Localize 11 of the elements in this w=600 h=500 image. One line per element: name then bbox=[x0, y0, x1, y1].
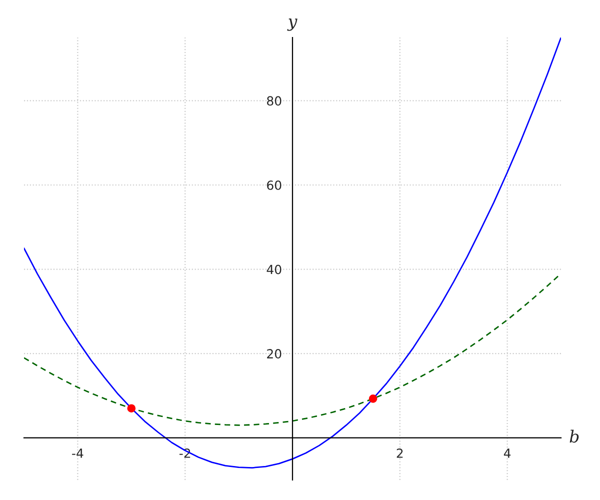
line-series bbox=[24, 38, 561, 468]
y-axis-title: y bbox=[287, 18, 298, 31]
x-tick-label: 2 bbox=[396, 448, 403, 458]
x-tick-label: -2 bbox=[179, 448, 190, 458]
y-tick-label: 20 bbox=[267, 349, 282, 358]
y-tick-label: 40 bbox=[266, 264, 282, 274]
y-tick-label: 60 bbox=[267, 180, 282, 190]
y-tick-label: 80 bbox=[267, 96, 282, 106]
x-tick-label: 4 bbox=[504, 448, 511, 458]
x-axis-title: b bbox=[570, 430, 579, 443]
x-tick-label: -4 bbox=[72, 448, 84, 458]
